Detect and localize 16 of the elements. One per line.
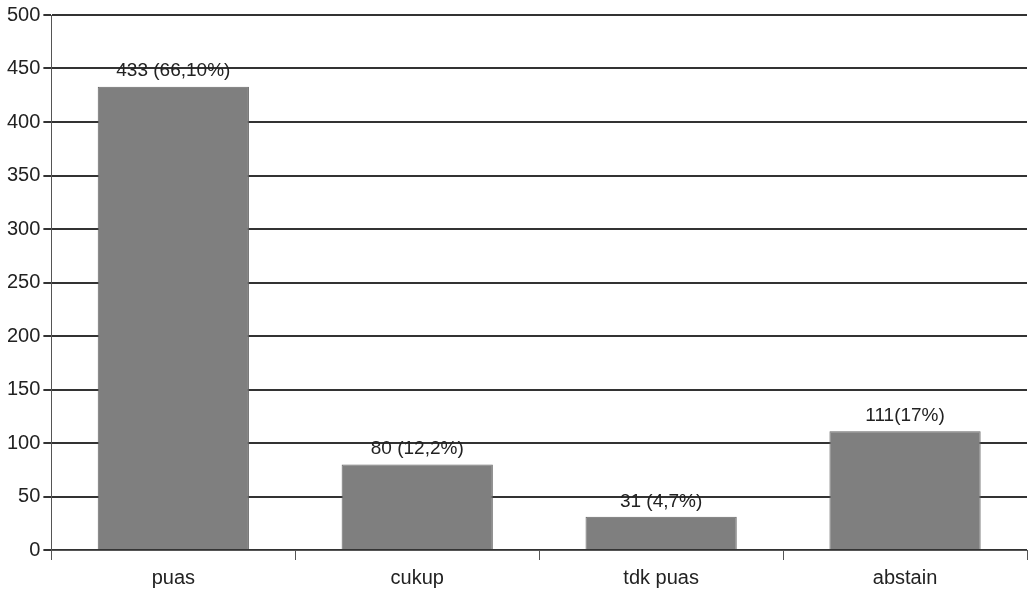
x-tick-label: cukup xyxy=(390,565,444,588)
y-tick-label: 250 xyxy=(6,270,41,293)
y-tick-label: 200 xyxy=(6,323,41,346)
data-label: 111(17%) xyxy=(865,403,945,425)
y-tick-label: 450 xyxy=(6,56,41,79)
x-tick-label: tdk puas xyxy=(623,565,699,588)
y-tick-label: 300 xyxy=(6,216,41,239)
y-tick-label: 350 xyxy=(6,163,41,186)
x-tick-label: abstain xyxy=(872,565,938,588)
y-tick-label: 150 xyxy=(6,377,41,400)
x-tick-label: puas xyxy=(151,565,196,588)
y-tick-label: 400 xyxy=(6,109,41,132)
y-tick-label: 50 xyxy=(18,484,41,507)
y-tick-label: 100 xyxy=(6,430,41,453)
y-tick-label: 0 xyxy=(29,537,41,560)
y-tick-label: 500 xyxy=(6,2,41,25)
